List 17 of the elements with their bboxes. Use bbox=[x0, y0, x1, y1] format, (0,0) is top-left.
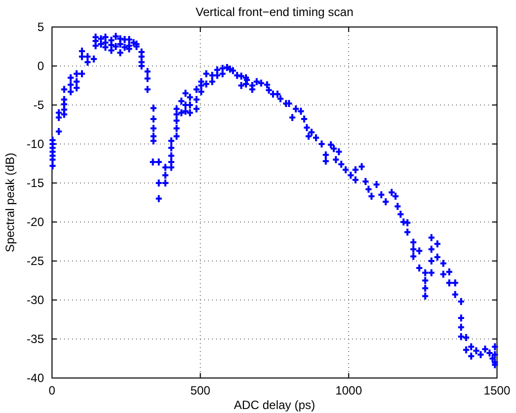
x-tick-label: 1500 bbox=[484, 384, 511, 398]
chart-title: Vertical front−end timing scan bbox=[196, 5, 354, 19]
y-tick-label: -40 bbox=[26, 370, 44, 385]
y-tick-label: -35 bbox=[26, 332, 44, 346]
x-axis-title: ADC delay (ps) bbox=[234, 398, 316, 412]
y-tick-label: 5 bbox=[37, 20, 44, 34]
y-tick-label: -25 bbox=[26, 254, 44, 268]
x-tick-label: 1000 bbox=[335, 384, 362, 398]
x-tick-label: 500 bbox=[190, 384, 211, 398]
y-tick-label: -20 bbox=[26, 214, 44, 229]
y-tick-label: -10 bbox=[26, 136, 44, 151]
y-tick-label: -30 bbox=[26, 292, 44, 307]
x-tick-label: 0 bbox=[48, 384, 56, 398]
y-tick-label: -15 bbox=[26, 176, 44, 190]
y-tick-label: -5 bbox=[33, 98, 44, 112]
y-axis-title: Spectral peak (dB) bbox=[3, 152, 17, 252]
y-tick-label: 0 bbox=[37, 58, 44, 73]
